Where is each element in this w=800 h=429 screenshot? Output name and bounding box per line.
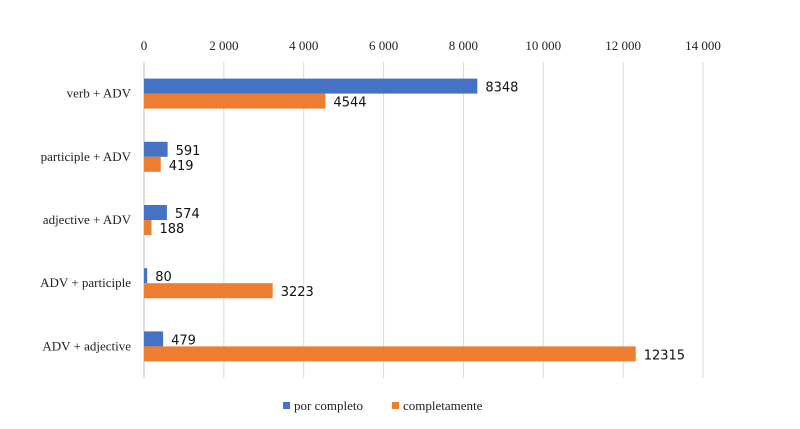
data-label: 419 xyxy=(169,159,194,174)
data-label: 3223 xyxy=(281,285,314,300)
bars xyxy=(144,78,636,362)
x-tick-label: 0 xyxy=(141,38,148,53)
bar xyxy=(144,93,326,109)
bar xyxy=(144,141,168,157)
x-tick-label: 2 000 xyxy=(209,38,238,53)
legend-label: completamente xyxy=(403,398,483,413)
bar xyxy=(144,346,636,362)
category-label: ADV + participle xyxy=(40,275,131,290)
data-label: 591 xyxy=(176,144,201,159)
x-tick-label: 6 000 xyxy=(369,38,398,53)
category-label: participle + ADV xyxy=(41,149,132,164)
category-label: ADV + adjective xyxy=(42,338,131,353)
gridlines xyxy=(223,62,704,378)
x-tick-label: 8 000 xyxy=(449,38,478,53)
x-tick-label: 12 000 xyxy=(605,38,641,53)
x-tick-label: 10 000 xyxy=(525,38,561,53)
data-label: 4544 xyxy=(333,96,366,111)
data-label: 574 xyxy=(175,207,200,222)
legend-swatch xyxy=(283,402,290,409)
bar xyxy=(144,331,164,347)
x-tick-label: 14 000 xyxy=(685,38,721,53)
category-label: adjective + ADV xyxy=(43,212,132,227)
bar xyxy=(144,268,148,284)
bar xyxy=(144,283,273,299)
bar xyxy=(144,78,478,94)
data-label: 12315 xyxy=(644,348,685,363)
bar xyxy=(144,156,161,172)
legend-swatch xyxy=(392,402,399,409)
data-label: 479 xyxy=(171,333,196,348)
bar xyxy=(144,220,152,235)
data-label: 80 xyxy=(155,270,172,285)
x-tick-label: 4 000 xyxy=(289,38,318,53)
data-label: 188 xyxy=(160,222,185,237)
x-axis-ticks: 0 2 000 4 000 6 000 8 000 10 000 12 000 14 000 xyxy=(141,38,721,53)
data-label: 8348 xyxy=(485,81,518,96)
legend: por completo completamente xyxy=(283,398,483,413)
legend-label: por completo xyxy=(294,398,363,413)
category-label: verb + ADV xyxy=(67,86,132,101)
category-labels: verb + ADV participle + ADV adjective + AD… xyxy=(40,86,131,354)
bar xyxy=(144,205,167,220)
